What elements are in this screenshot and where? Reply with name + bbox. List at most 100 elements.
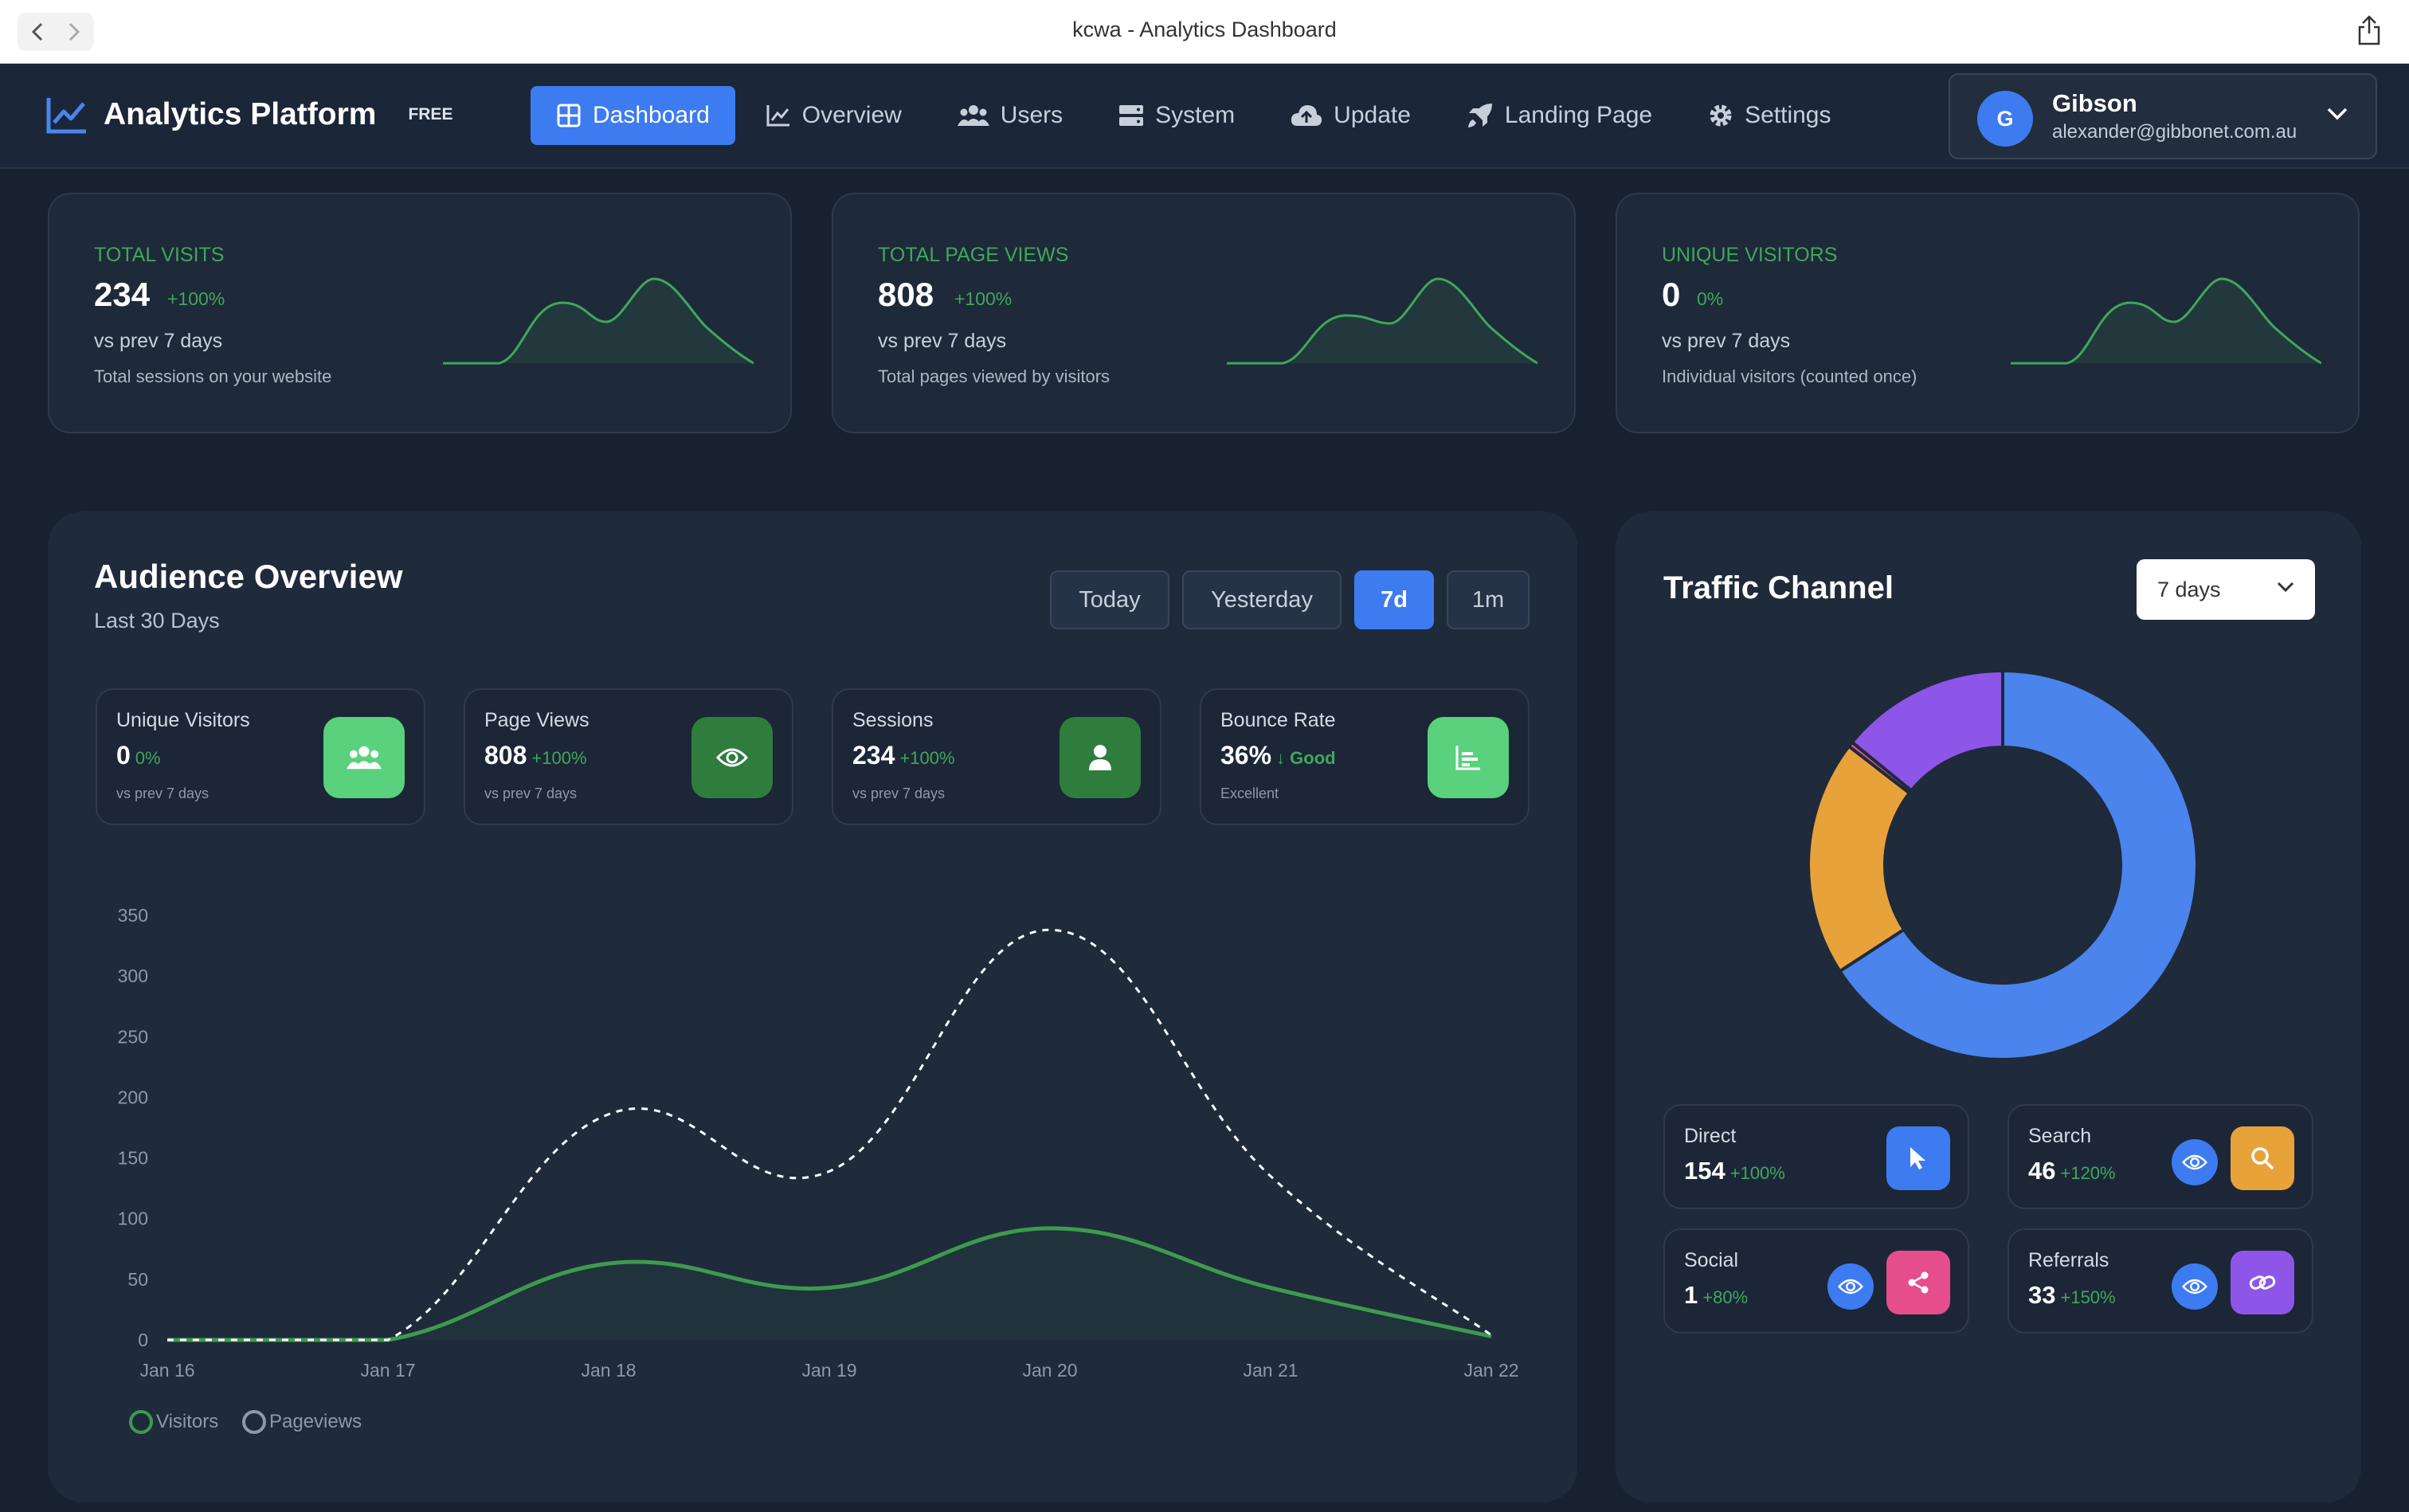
user-menu[interactable]: G Gibson alexander@gibbonet.com.au xyxy=(1949,73,2377,159)
metric-value: 0 0% xyxy=(116,741,161,770)
legend-pageviews[interactable]: Pageviews xyxy=(242,1410,362,1434)
metric-label: Bounce Rate xyxy=(1220,709,1336,731)
stat-value: 808 xyxy=(878,276,934,313)
link-icon xyxy=(2249,1275,2276,1290)
metric-page-views: Page Views 808 +100% vs prev 7 days xyxy=(464,688,793,825)
nav-overview[interactable]: Overview xyxy=(740,86,927,145)
channel-icon-tile[interactable] xyxy=(2231,1126,2294,1190)
stat-change: 0% xyxy=(1697,288,1724,309)
metric-label: Unique Visitors xyxy=(116,709,250,731)
range-yesterday-button[interactable]: Yesterday xyxy=(1182,570,1342,629)
eye-icon xyxy=(2182,1279,2207,1295)
channel-label: Search xyxy=(2028,1125,2092,1147)
nav-update[interactable]: Update xyxy=(1265,86,1436,145)
eye-icon xyxy=(2182,1154,2207,1170)
series-area xyxy=(167,1228,1491,1340)
metric-change: +100% xyxy=(531,748,587,768)
y-tick-label: 150 xyxy=(118,1148,148,1169)
donut-slice-direct xyxy=(1837,668,2199,1061)
metric-value: 36% ↓ Good xyxy=(1220,741,1336,770)
channel-value: 154 +100% xyxy=(1684,1157,1785,1185)
stat-desc: Total pages viewed by visitors xyxy=(878,366,1110,386)
stat-change: +100% xyxy=(954,288,1013,309)
metric-sub: Excellent xyxy=(1220,785,1279,801)
gear-icon xyxy=(1710,104,1732,127)
channel-icon-tile[interactable] xyxy=(2231,1251,2294,1314)
x-tick-label: Jan 21 xyxy=(1243,1360,1298,1381)
share-sheet-icon[interactable] xyxy=(2356,14,2382,46)
metric-sessions: Sessions 234 +100% vs prev 7 days xyxy=(832,688,1161,825)
users-icon xyxy=(347,746,382,770)
rocket-icon xyxy=(1467,104,1492,127)
brand[interactable]: Analytics Platform FREE xyxy=(46,96,452,134)
forward-arrow-icon[interactable] xyxy=(65,22,81,41)
select-value: 7 days xyxy=(2157,577,2221,601)
channel-view-button[interactable] xyxy=(2172,1263,2218,1310)
metric-change: +100% xyxy=(899,748,955,768)
x-tick-label: Jan 20 xyxy=(1022,1360,1077,1381)
series-line-visitors xyxy=(167,1226,1492,1342)
nav-label: Landing Page xyxy=(1504,102,1653,128)
stat-sub: vs prev 7 days xyxy=(878,330,1007,352)
nav-system[interactable]: System xyxy=(1093,86,1260,145)
y-tick-label: 300 xyxy=(118,966,148,986)
metric-label: Sessions xyxy=(852,709,934,731)
nav-landing-page[interactable]: Landing Page xyxy=(1441,86,1678,145)
main-nav: Dashboard Overview Users System Update L… xyxy=(531,86,1862,145)
metric-icon-tile xyxy=(1060,717,1141,798)
stat-card-unique-visitors: UNIQUE VISITORS 0 0% vs prev 7 days Indi… xyxy=(1616,193,2360,433)
audience-line-chart: 0 50 100 150 200 250 300 350 Jan 16 Jan 17 Jan 18 J… xyxy=(118,905,1519,1381)
channel-label: Social xyxy=(1684,1249,1739,1271)
eye-icon xyxy=(716,748,748,767)
channel-referrals: Referrals 33 +150% xyxy=(2007,1228,2313,1334)
period-select[interactable]: 7 days xyxy=(2137,559,2315,620)
stat-card-total-visits: TOTAL VISITS 234 +100% vs prev 7 days To… xyxy=(48,193,792,433)
stat-card-total-page-views: TOTAL PAGE VIEWS 808 +100% vs prev 7 day… xyxy=(832,193,1576,433)
donut-slice-referrals xyxy=(1850,668,2004,793)
stat-label: TOTAL VISITS xyxy=(94,244,225,266)
user-email: alexander@gibbonet.com.au xyxy=(2052,121,2297,143)
traffic-donut-chart xyxy=(1807,668,2199,1061)
channel-change: +120% xyxy=(2060,1163,2116,1183)
metric-icon-tile xyxy=(323,717,405,798)
back-arrow-icon[interactable] xyxy=(30,22,46,41)
metric-sub: vs prev 7 days xyxy=(852,785,946,801)
metric-value: 808 +100% xyxy=(484,741,587,770)
legend-visitors[interactable]: Visitors xyxy=(129,1410,218,1434)
metric-change: 0% xyxy=(135,748,161,768)
metric-icon-tile xyxy=(691,717,773,798)
nav-label: Users xyxy=(1000,102,1063,128)
channel-icon-tile[interactable] xyxy=(1886,1251,1950,1314)
metric-icon-tile xyxy=(1428,717,1509,798)
plan-badge: FREE xyxy=(408,105,453,123)
history-nav xyxy=(18,13,94,51)
channel-icon-tile[interactable] xyxy=(1886,1126,1950,1190)
nav-users[interactable]: Users xyxy=(932,86,1088,145)
metric-bounce-rate: Bounce Rate 36% ↓ Good Excellent xyxy=(1200,688,1530,825)
user-icon xyxy=(1089,745,1111,770)
nav-settings[interactable]: Settings xyxy=(1682,86,1856,145)
legend-label: Pageviews xyxy=(269,1411,362,1432)
channel-value: 1 +80% xyxy=(1684,1281,1749,1309)
channel-view-button[interactable] xyxy=(1827,1263,1874,1310)
metric-label: Page Views xyxy=(484,709,590,731)
stat-change: +100% xyxy=(167,288,225,309)
brand-name: Analytics Platform xyxy=(104,97,377,131)
chart-line-icon xyxy=(766,105,789,127)
channel-view-button[interactable] xyxy=(2172,1139,2218,1185)
chevron-down-icon xyxy=(2327,108,2348,120)
range-today-button[interactable]: Today xyxy=(1050,570,1169,629)
metric-value: 234 +100% xyxy=(852,741,955,770)
grid-icon xyxy=(557,104,581,127)
range-1m-button[interactable]: 1m xyxy=(1447,570,1530,629)
channel-change: +150% xyxy=(2060,1287,2116,1307)
nav-label: Dashboard xyxy=(593,102,710,128)
legend-marker xyxy=(129,1410,153,1434)
range-7d-button[interactable]: 7d xyxy=(1354,570,1434,629)
nav-dashboard[interactable]: Dashboard xyxy=(531,86,735,145)
channel-change: +100% xyxy=(1729,1163,1785,1183)
metric-unique-visitors: Unique Visitors 0 0% vs prev 7 days xyxy=(96,688,425,825)
donut-slice-search xyxy=(1807,744,1912,973)
panel-title: Traffic Channel xyxy=(1663,570,1894,605)
y-tick-label: 250 xyxy=(118,1026,148,1047)
